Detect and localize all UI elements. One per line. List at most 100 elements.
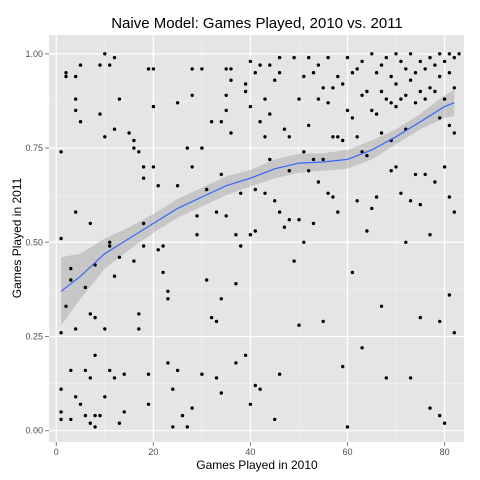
data-point	[399, 97, 403, 101]
data-point	[248, 59, 253, 64]
data-point	[209, 120, 214, 124]
data-point	[83, 413, 88, 418]
data-point	[132, 259, 136, 263]
data-point	[404, 240, 408, 244]
data-point	[166, 297, 170, 301]
data-point	[253, 187, 257, 192]
data-point	[141, 221, 146, 226]
data-point	[171, 425, 175, 429]
data-point	[408, 376, 413, 380]
data-point	[365, 229, 369, 233]
data-point	[141, 244, 146, 248]
data-point	[292, 259, 296, 263]
y-axis-ticks: 0.00 0.25 0.50 0.75 1.00	[25, 49, 49, 436]
data-point	[277, 55, 282, 60]
x-tick-label: 40	[245, 447, 255, 457]
data-point	[341, 364, 345, 369]
data-point	[132, 146, 136, 150]
data-point	[195, 233, 199, 237]
data-point	[336, 74, 340, 79]
data-point	[374, 195, 379, 199]
data-point	[326, 191, 330, 195]
data-point	[112, 127, 117, 131]
y-tick-label: 0.25	[25, 331, 43, 341]
data-point	[292, 55, 296, 60]
data-point	[88, 221, 93, 226]
data-point	[205, 187, 209, 192]
data-point	[64, 74, 68, 79]
data-point	[413, 71, 418, 75]
data-point	[239, 191, 243, 195]
data-point	[243, 82, 248, 86]
data-point	[156, 184, 160, 188]
data-point	[452, 55, 456, 60]
data-point	[112, 55, 117, 60]
data-point	[442, 421, 447, 425]
data-point	[447, 71, 452, 75]
data-point	[224, 67, 228, 71]
x-tick-label: 80	[440, 447, 450, 457]
data-point	[355, 67, 359, 71]
data-point	[205, 278, 209, 282]
data-point	[103, 395, 107, 399]
data-point	[302, 74, 306, 79]
data-point	[151, 165, 156, 169]
data-point	[74, 210, 78, 214]
data-point	[282, 127, 287, 131]
data-point	[74, 395, 78, 399]
data-point	[316, 180, 321, 184]
data-point	[253, 383, 257, 388]
data-point	[297, 218, 301, 222]
data-point	[137, 327, 141, 331]
data-point	[394, 104, 398, 109]
data-point	[389, 169, 393, 173]
data-point	[418, 59, 422, 64]
y-tick-label: 1.00	[25, 49, 43, 59]
data-point	[438, 52, 442, 56]
data-point	[268, 63, 272, 67]
data-point	[428, 55, 432, 60]
data-point	[239, 244, 243, 248]
data-point	[418, 202, 422, 207]
data-point	[408, 78, 413, 82]
data-point	[350, 270, 355, 275]
data-point	[137, 312, 141, 316]
data-point	[360, 93, 364, 98]
data-point	[74, 108, 78, 113]
data-point	[438, 74, 442, 79]
data-point	[331, 86, 335, 90]
data-point	[248, 233, 253, 237]
data-point	[423, 67, 427, 71]
data-point	[175, 368, 180, 373]
data-point	[224, 108, 228, 113]
data-point	[394, 52, 398, 56]
data-point	[326, 55, 330, 60]
data-point	[146, 402, 151, 406]
data-point	[151, 104, 156, 109]
smooth-line	[60, 102, 455, 292]
data-point	[248, 402, 253, 406]
data-point	[103, 327, 107, 331]
data-point	[365, 153, 369, 158]
x-tick-label: 0	[54, 447, 59, 457]
y-tick-label: 0.00	[25, 426, 43, 436]
data-point	[399, 59, 403, 64]
data-point	[433, 63, 437, 67]
data-point	[59, 387, 63, 391]
chart-title: Naive Model: Games Played, 2010 vs. 2011	[111, 15, 403, 32]
data-point	[273, 417, 277, 422]
x-axis-ticks: 0 20 40 60 80	[54, 442, 450, 457]
data-point	[341, 138, 345, 143]
data-point	[268, 112, 272, 116]
data-point	[98, 112, 102, 116]
data-point	[384, 97, 388, 101]
data-point	[413, 101, 418, 105]
data-point	[151, 67, 156, 71]
data-point	[234, 233, 238, 237]
data-point	[258, 120, 262, 124]
data-point	[93, 425, 97, 429]
data-point	[277, 210, 282, 214]
data-point	[418, 89, 422, 94]
data-point	[258, 63, 262, 67]
data-point	[379, 131, 384, 135]
